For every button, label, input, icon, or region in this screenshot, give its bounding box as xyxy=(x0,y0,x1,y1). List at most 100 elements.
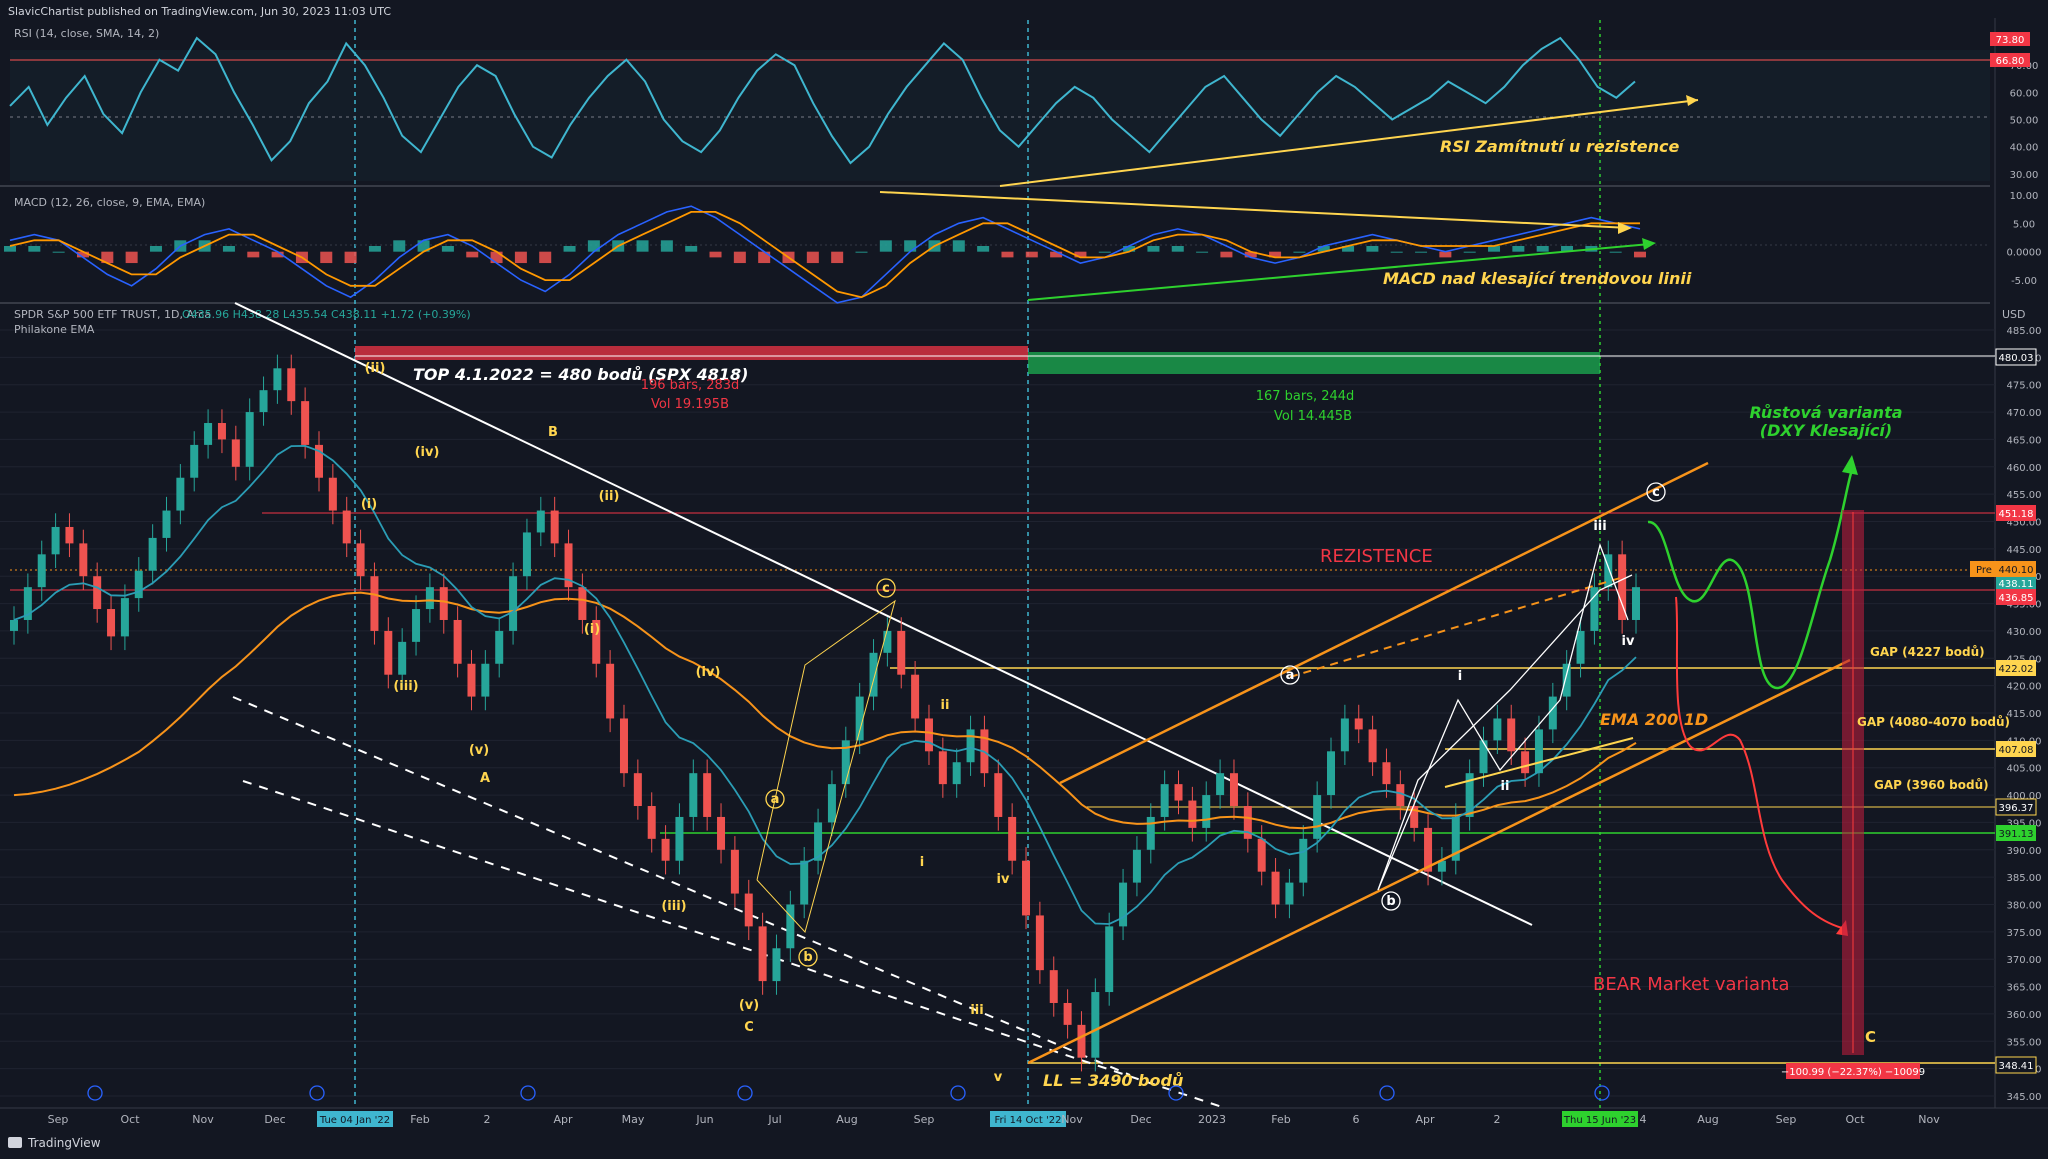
wave-label: A xyxy=(480,771,490,786)
price-candle-body xyxy=(314,444,323,478)
macd-histogram-bar xyxy=(660,240,673,252)
time-axis-label: Apr xyxy=(553,1113,573,1126)
price-candle-body xyxy=(717,816,726,850)
price-candle-body xyxy=(301,401,310,445)
price-badge-last xyxy=(1996,575,2036,591)
price-candle-body xyxy=(481,663,490,697)
macd-histogram-bar xyxy=(539,251,552,264)
gap-3-label: GAP (3960 bodů) xyxy=(1874,778,1989,792)
ema-support-line xyxy=(1444,737,1634,788)
macd-tick-label: 10.00 xyxy=(2010,191,2039,202)
price-candle-body xyxy=(10,619,18,631)
price-candle-body xyxy=(1479,740,1488,774)
price-candle-body xyxy=(1229,773,1238,807)
macd-histogram-bar xyxy=(1366,246,1379,252)
price-tick-label: 375.00 xyxy=(2007,928,2042,939)
price-badge-g2-text: 407.08 xyxy=(1999,745,2034,756)
macd-histogram-bar xyxy=(1342,246,1355,252)
macd-up-arrow xyxy=(1642,238,1656,250)
price-candle-body xyxy=(758,926,767,982)
price-candle-body xyxy=(204,423,213,445)
macd-line xyxy=(9,205,1641,304)
price-candle-body xyxy=(786,904,795,949)
price-badge-top xyxy=(1995,348,2037,366)
price-candle-body xyxy=(1160,784,1169,817)
gap-1-label: GAP (4227 bodů) xyxy=(1870,645,1985,659)
price-badge-g3-text: 396.37 xyxy=(1999,803,2034,814)
header-text: SlavicChartist published on TradingView.… xyxy=(8,5,391,18)
price-candle-body xyxy=(453,619,462,664)
price-candle-body xyxy=(1382,762,1391,785)
wave-label: (i) xyxy=(584,622,600,637)
macd-histogram-bar xyxy=(1244,251,1257,258)
macd-histogram-bar xyxy=(1415,251,1428,253)
macd-histogram-bar xyxy=(149,246,162,252)
time-axis-label: Aug xyxy=(836,1113,857,1126)
macd-histogram-bar xyxy=(1269,251,1282,258)
price-candle-body xyxy=(1465,773,1474,817)
price-candle-body xyxy=(911,674,920,719)
wave-label: (ii) xyxy=(365,361,386,376)
macd-histogram-bar xyxy=(1536,246,1549,252)
price-candle-body xyxy=(1437,860,1446,872)
price-candle-body xyxy=(661,838,670,861)
channel-lower-line xyxy=(1027,658,1851,1065)
bear-annotation: BEAR Market varianta xyxy=(1593,974,1789,995)
price-candle-body xyxy=(51,526,60,555)
footer-logo-text: TradingView xyxy=(27,1136,101,1150)
macd-histogram-bar xyxy=(1074,251,1087,258)
macd-histogram-bar xyxy=(1512,246,1525,252)
macd-down-trendline xyxy=(879,191,1631,229)
price-candle-body xyxy=(287,368,296,402)
wave-label-ring xyxy=(765,789,785,809)
wave-label: (ii) xyxy=(599,489,620,504)
macd-histogram-bar xyxy=(101,251,114,264)
price-candle-body xyxy=(1451,816,1460,861)
price-candle-body xyxy=(1202,795,1211,828)
price-candle-body xyxy=(606,663,615,719)
tradingview-logo-icon xyxy=(8,1137,22,1148)
price-tick-label: 395.00 xyxy=(2007,818,2042,829)
ema-annotation: EMA 200 1D xyxy=(1600,710,1708,729)
price-badge-support xyxy=(1996,825,2036,841)
symbol-title: SPDR S&P 500 ETF TRUST, 1D, Arca xyxy=(14,308,211,321)
price-candle-body xyxy=(176,477,185,511)
price-candle-body xyxy=(1022,860,1031,916)
macd-histogram-bar xyxy=(1317,246,1330,252)
gap-2-label: GAP (4080-4070 bodů) xyxy=(1857,715,2010,729)
macd-histogram-bar xyxy=(952,240,965,252)
wedge-line-lower xyxy=(1377,542,1629,891)
price-candle-body xyxy=(23,587,32,620)
price-candle-body xyxy=(1132,849,1141,883)
price-candle-body xyxy=(522,532,531,577)
resistance-annotation: REZISTENCE xyxy=(1320,546,1433,567)
bear-scenario-path xyxy=(1675,596,1843,929)
dividend-marker-icon xyxy=(520,1085,536,1101)
macd-histogram-bar xyxy=(222,246,235,252)
price-candle-body xyxy=(966,729,975,763)
wave-label-ring xyxy=(1280,665,1300,685)
price-tick-label: 460.00 xyxy=(2007,463,2042,474)
wave-label: b xyxy=(1386,894,1395,909)
macd-histogram-bar xyxy=(1123,246,1136,252)
macd-axis: 10.00 5.00 0.0000 -5.00 xyxy=(2007,191,2042,287)
macd-histogram-bar xyxy=(1463,251,1476,253)
time-axis-label: Sep xyxy=(914,1113,935,1126)
wave-label: iv xyxy=(997,872,1010,887)
dividend-marker-icon xyxy=(1168,1085,1184,1101)
macd-tick-label: 5.00 xyxy=(2013,219,2035,230)
macd-histogram-bar xyxy=(1439,251,1452,258)
price-candle-body xyxy=(1368,729,1377,763)
range-box-red xyxy=(355,346,1028,360)
drop-badge-text: −100.99 (−22.37%) −10099 xyxy=(1781,1067,1925,1078)
price-candle-body xyxy=(107,609,116,637)
price-candle-body xyxy=(1548,696,1557,730)
price-candle-body xyxy=(1354,718,1363,730)
indicator-label: Philakone EMA xyxy=(14,323,95,336)
price-candle-body xyxy=(398,641,407,675)
price-candle-body xyxy=(1313,795,1322,839)
macd-histogram-bar xyxy=(563,246,576,252)
wave-label-ring xyxy=(1381,891,1401,911)
price-candle-body xyxy=(1049,970,1058,1003)
